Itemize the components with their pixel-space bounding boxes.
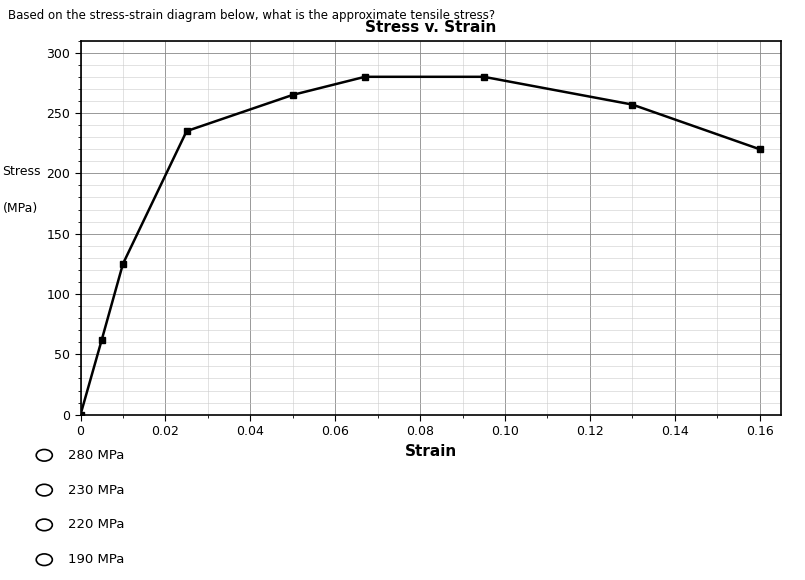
Text: 230 MPa: 230 MPa [68,484,125,496]
X-axis label: Strain: Strain [405,444,456,459]
Text: 280 MPa: 280 MPa [68,449,125,462]
Text: 190 MPa: 190 MPa [68,553,125,566]
Title: Stress v. Strain: Stress v. Strain [365,20,497,35]
Text: (MPa): (MPa) [3,202,39,215]
Text: 220 MPa: 220 MPa [68,519,125,531]
Text: Based on the stress-strain diagram below, what is the approximate tensile stress: Based on the stress-strain diagram below… [8,9,495,21]
Text: Stress: Stress [2,165,40,178]
